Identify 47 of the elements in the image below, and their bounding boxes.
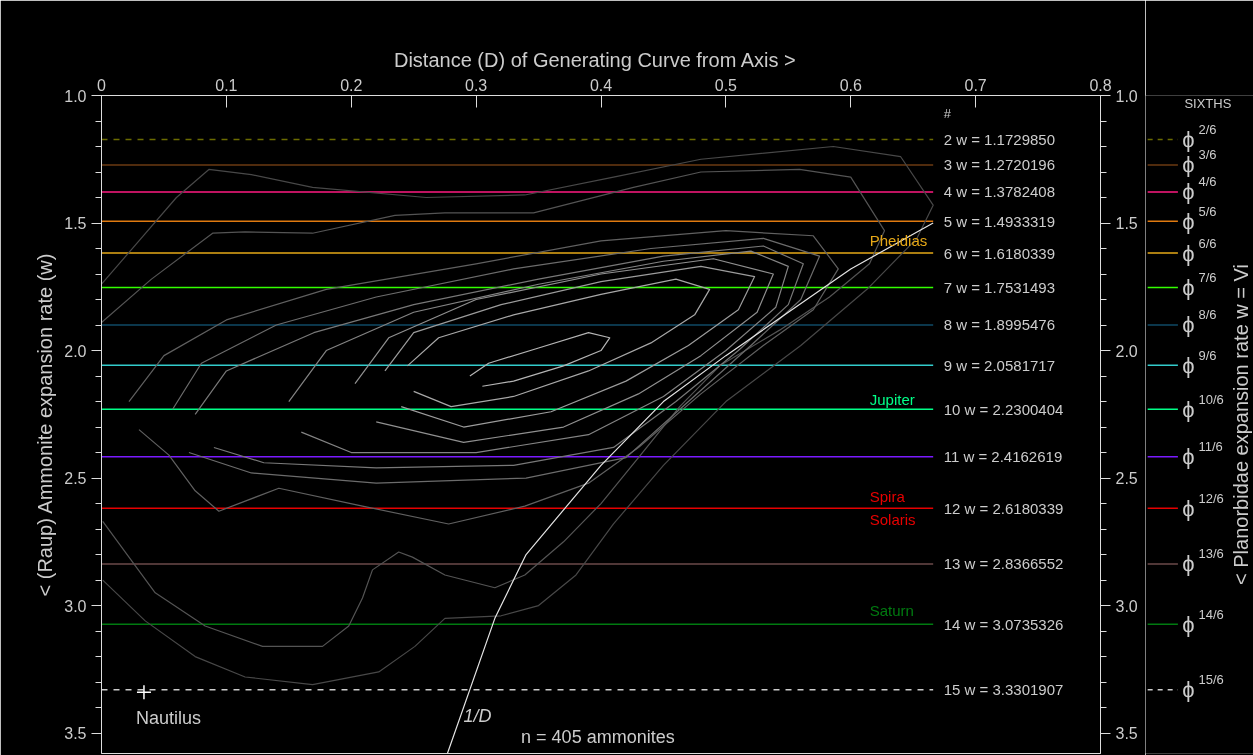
y2-axis-title: < Planorbidae expansion rate w = Vi [1229,264,1252,585]
y2-tick-label: 1.5 [1115,215,1138,233]
y2-tick-label: 2.0 [1115,342,1138,360]
y-tick-label: 2.0 [64,342,87,360]
ref-line-label: 13 w = 2.8366552 [943,555,1064,573]
ref-line-label: 7 w = 1.7531493 [943,279,1055,297]
ref-line-label: 10 w = 2.2300404 [943,400,1064,418]
x-tick-label: 0.7 [964,76,987,94]
x-axis-title: Distance (D) of Generating Curve from Axis > [393,48,796,71]
y-tick-label: 1.5 [64,215,87,233]
y2-tick-label: 1.0 [1115,87,1138,105]
ref-line-label: 5 w = 1.4933319 [943,212,1055,230]
ref-line-label: 15 w = 3.3301907 [943,681,1064,699]
ref-line-label: 14 w = 3.0735326 [943,615,1064,633]
y-tick-label: 2.5 [64,470,87,488]
ref-line-label: 8 w = 1.8995476 [943,316,1055,334]
y-tick-label: 1.0 [64,87,87,105]
ref-line-label: 3 w = 1.2720196 [943,156,1055,174]
x-tick-label: 0.4 [589,76,613,94]
x-tick-label: 0.6 [839,76,862,94]
ref-line-label: 9 w = 2.0581717 [943,356,1055,374]
y-tick-label: 3.5 [64,725,87,743]
ref-line-label: 4 w = 1.3782408 [943,183,1055,201]
y-axis-title: < (Raup) Ammonite expansion rate (w) [34,253,57,597]
x-tick-label: 0.5 [714,76,738,94]
annotation: Saturn [869,602,914,620]
series-label: Nautilus [135,708,201,729]
series-label: 1/D [463,705,492,726]
ref-line-label: 12 w = 2.6180339 [943,499,1064,517]
ref-line-label: 2 w = 1.1729850 [943,131,1055,149]
annotation: # [943,105,952,121]
y2-tick-label: 2.5 [1115,470,1138,488]
annotation: Spira [869,487,906,505]
text: SIXTHS [1184,95,1232,111]
x-tick-label: 0 [97,76,107,94]
x-tick-label: 0.2 [340,76,363,94]
y2-tick-label: 3.0 [1115,597,1138,615]
annotation: Jupiter [869,391,915,408]
ref-line-label: 11 w = 2.4162619 [943,448,1063,466]
annotation: n = 405 ammonites [521,727,675,748]
x-tick-label: 0.3 [465,76,488,94]
annotation: Solaris [869,510,916,528]
x-tick-label: 0.8 [1089,76,1112,94]
y-tick-label: 3.0 [64,597,87,615]
x-tick-label: 0.1 [215,76,238,94]
ref-line-label: 6 w = 1.6180339 [943,244,1055,262]
y2-tick-label: 3.5 [1115,725,1138,743]
